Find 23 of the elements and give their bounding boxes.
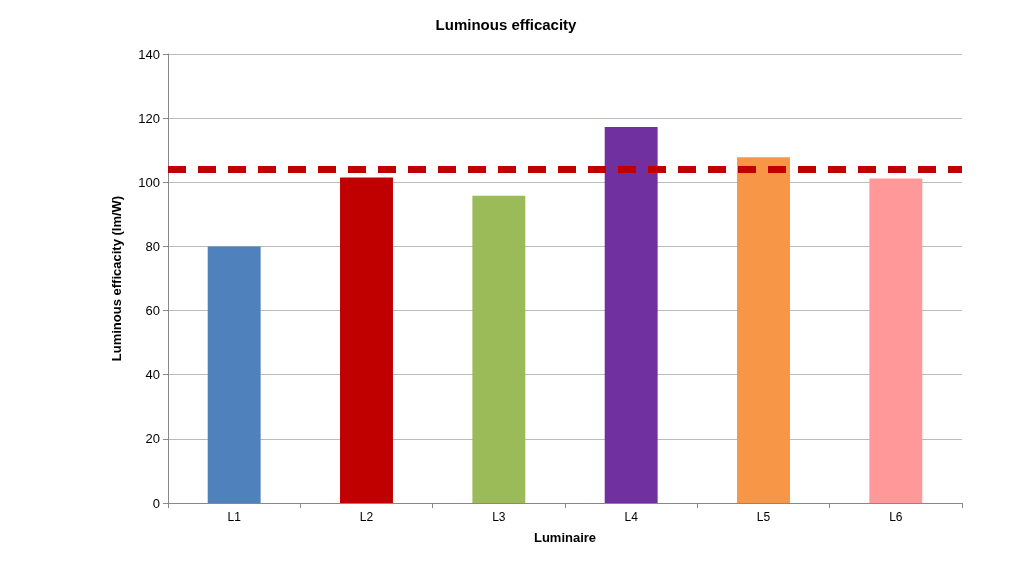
bar (472, 195, 526, 503)
y-tick-label: 40 (145, 367, 160, 383)
y-tick-label: 0 (152, 495, 160, 511)
x-tick-label: L4 (624, 510, 639, 524)
bar (737, 157, 790, 503)
x-tick-label: L6 (889, 510, 903, 524)
y-axis-title: Luminous efficacity (lm/W) (109, 195, 124, 362)
bar (340, 177, 393, 503)
y-tick-label: 80 (145, 238, 160, 254)
chart-title: Luminous efficacity (435, 16, 578, 33)
y-tick-label: 20 (145, 431, 160, 447)
bar (604, 127, 658, 503)
y-tick-label: 120 (138, 110, 160, 126)
bar (207, 246, 261, 503)
y-tick-label: 100 (138, 174, 160, 190)
x-tick-label: L3 (492, 510, 506, 524)
x-tick-label: L5 (756, 510, 771, 524)
x-tick-label: L2 (359, 510, 374, 524)
bar (869, 178, 923, 503)
y-tick-label: 60 (145, 303, 160, 319)
y-tick-label: 140 (138, 46, 160, 62)
x-axis-title: Luminaire (533, 530, 597, 545)
x-tick-label: L1 (227, 510, 242, 524)
